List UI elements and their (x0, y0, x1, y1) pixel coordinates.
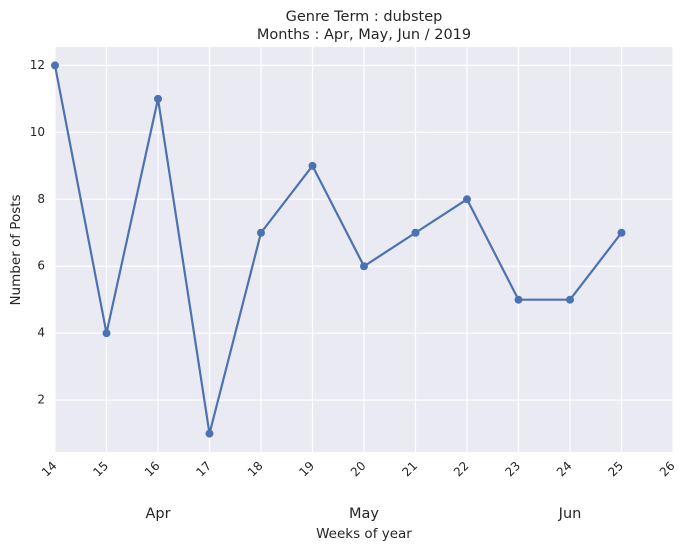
chart-subtitle: Months : Apr, May, Jun / 2019 (257, 27, 471, 43)
month-labels: Apr May Jun (145, 506, 581, 522)
data-series (51, 61, 626, 438)
x-tick-label: 23 (502, 459, 523, 480)
series-line (53, 65, 623, 435)
x-tick-label: 24 (554, 459, 575, 480)
chart-title: Genre Term : dubstep (286, 9, 443, 25)
y-tick-label: 10 (30, 125, 45, 139)
y-tick-label: 8 (37, 192, 45, 206)
data-point (102, 329, 111, 338)
data-point (51, 61, 59, 70)
data-point (154, 94, 162, 103)
x-tick-label: 17 (193, 459, 214, 480)
month-label: Jun (558, 506, 582, 522)
x-tick-label: 18 (245, 459, 266, 480)
data-point (514, 295, 523, 304)
x-tick-labels: 14 15 16 17 18 19 20 21 22 23 24 25 26 (39, 459, 678, 480)
data-point (617, 228, 626, 237)
y-tick-label: 12 (30, 58, 45, 72)
data-point (360, 262, 368, 271)
x-tick-label: 25 (605, 459, 626, 480)
grid-lines (54, 47, 674, 452)
y-axis-label: Number of Posts (8, 194, 24, 305)
x-tick-label: 16 (142, 459, 163, 480)
y-tick-label: 6 (37, 259, 45, 273)
x-tick-label: 21 (399, 459, 420, 480)
x-tick-label: 15 (90, 459, 111, 480)
x-axis-label: Weeks of year (316, 526, 412, 542)
data-point (308, 161, 317, 170)
month-label: May (349, 506, 379, 522)
y-tick-labels: 2 4 6 8 10 12 (30, 58, 45, 407)
x-tick-label: 14 (39, 459, 60, 480)
data-point (257, 228, 265, 237)
x-tick-label: 20 (348, 459, 369, 480)
data-point (566, 295, 574, 304)
y-tick-label: 2 (37, 393, 45, 407)
x-tick-label: 19 (296, 459, 317, 480)
x-tick-label: 26 (657, 459, 678, 480)
month-label: Apr (145, 506, 170, 522)
x-tick-label: 22 (451, 459, 472, 480)
data-point (463, 195, 471, 204)
y-tick-label: 4 (37, 326, 45, 340)
data-point (205, 429, 214, 438)
data-point (411, 228, 420, 237)
